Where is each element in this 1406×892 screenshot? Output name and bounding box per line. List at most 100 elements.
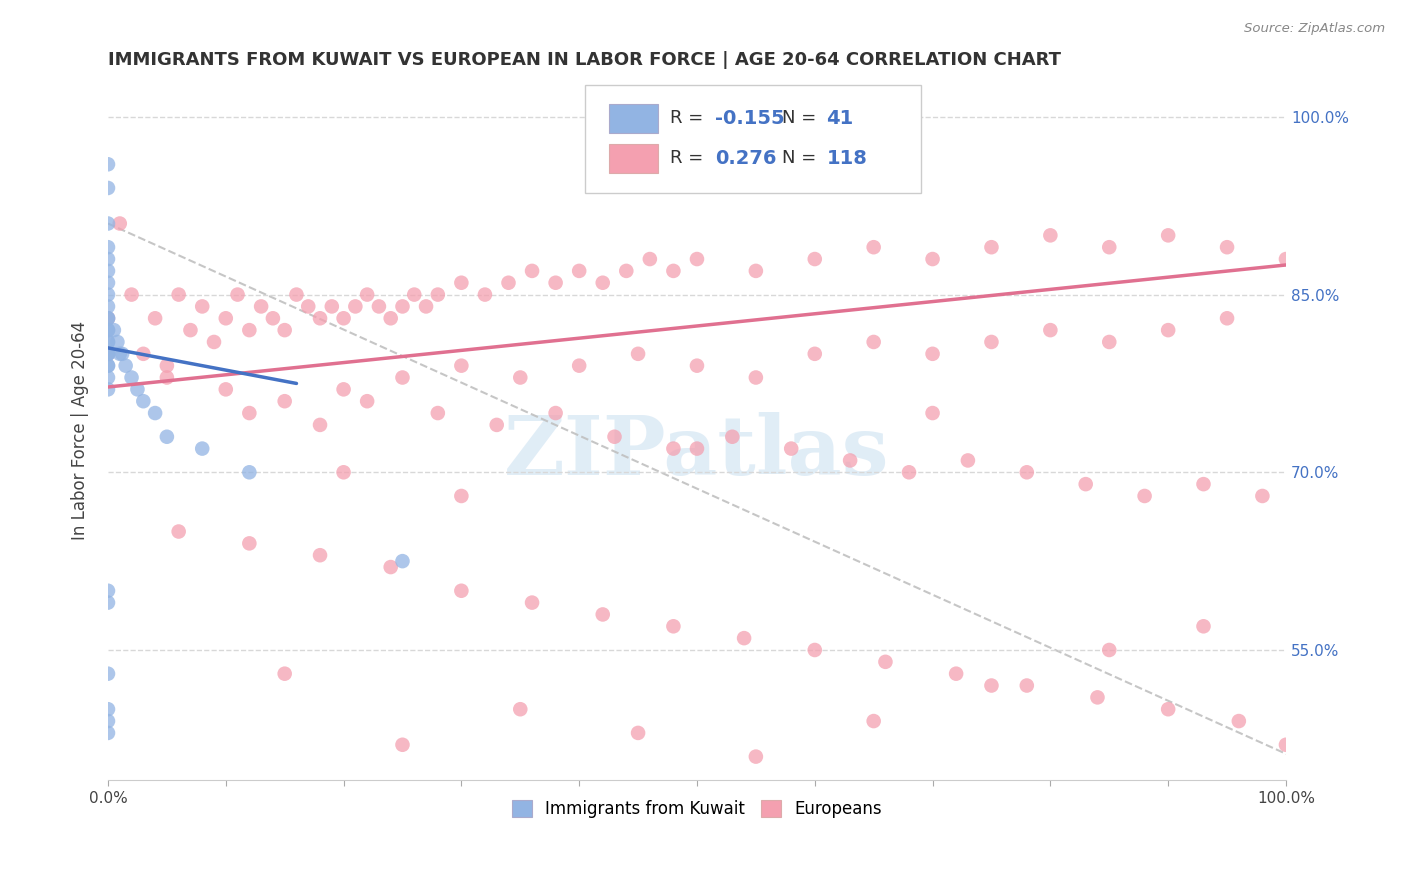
Point <box>1275 252 1298 266</box>
Point <box>450 583 472 598</box>
Point <box>97 666 120 681</box>
Point <box>332 465 354 479</box>
Point <box>1015 679 1038 693</box>
Point <box>97 287 120 301</box>
Point <box>167 287 190 301</box>
Point <box>97 702 120 716</box>
Text: 118: 118 <box>827 149 868 168</box>
Point <box>179 323 201 337</box>
Point <box>1074 477 1097 491</box>
Point <box>568 264 591 278</box>
Point <box>1087 690 1109 705</box>
Point <box>614 264 637 278</box>
Point <box>509 370 531 384</box>
Point <box>97 347 120 361</box>
Point <box>97 264 120 278</box>
Point <box>721 430 744 444</box>
Point <box>262 311 284 326</box>
Point <box>215 311 238 326</box>
Point <box>450 276 472 290</box>
Point <box>862 714 884 728</box>
Point <box>285 287 308 301</box>
Point <box>1039 228 1062 243</box>
Point <box>108 217 131 231</box>
Point <box>238 323 260 337</box>
Point <box>273 666 295 681</box>
Point <box>1039 323 1062 337</box>
Point <box>97 583 120 598</box>
Point <box>509 702 531 716</box>
Point <box>391 300 413 314</box>
Point <box>132 347 155 361</box>
Point <box>404 287 426 301</box>
Point <box>97 726 120 740</box>
Point <box>97 359 120 373</box>
Point <box>1157 702 1180 716</box>
Point <box>344 300 367 314</box>
FancyBboxPatch shape <box>609 144 658 173</box>
Y-axis label: In Labor Force | Age 20-64: In Labor Force | Age 20-64 <box>72 321 89 541</box>
Point <box>191 300 214 314</box>
Point <box>356 287 378 301</box>
Point <box>921 406 943 420</box>
Point <box>686 252 709 266</box>
Point <box>875 655 897 669</box>
Point <box>803 347 825 361</box>
Point <box>97 157 120 171</box>
Point <box>111 347 134 361</box>
Text: N =: N = <box>782 110 821 128</box>
Point <box>121 370 143 384</box>
Point <box>592 607 614 622</box>
Point <box>627 347 650 361</box>
Point <box>97 714 120 728</box>
Point <box>921 347 943 361</box>
Text: ZIPatlas: ZIPatlas <box>505 412 890 491</box>
Point <box>167 524 190 539</box>
Point <box>839 453 862 467</box>
Point <box>97 359 120 373</box>
Point <box>143 406 166 420</box>
Point <box>321 300 343 314</box>
Point <box>103 323 125 337</box>
Point <box>686 359 709 373</box>
Point <box>309 548 332 562</box>
Text: R =: R = <box>669 110 709 128</box>
Point <box>97 217 120 231</box>
Point <box>108 347 131 361</box>
Text: 41: 41 <box>827 109 853 128</box>
Point <box>391 370 413 384</box>
Point <box>862 240 884 254</box>
Point <box>97 311 120 326</box>
Point <box>309 311 332 326</box>
Point <box>780 442 803 456</box>
Point <box>380 560 402 574</box>
Point <box>945 666 967 681</box>
Point <box>202 334 225 349</box>
Point <box>1251 489 1274 503</box>
Point <box>803 643 825 657</box>
Point <box>97 300 120 314</box>
Text: Source: ZipAtlas.com: Source: ZipAtlas.com <box>1244 22 1385 36</box>
Point <box>97 252 120 266</box>
Point <box>156 430 179 444</box>
Point <box>1275 738 1298 752</box>
Point <box>97 323 120 337</box>
Point <box>107 334 129 349</box>
Point <box>426 406 449 420</box>
Point <box>544 406 567 420</box>
Point <box>380 311 402 326</box>
Point <box>273 394 295 409</box>
Point <box>1192 619 1215 633</box>
Point <box>745 370 768 384</box>
Point <box>97 323 120 337</box>
FancyBboxPatch shape <box>585 85 921 194</box>
Text: 0.276: 0.276 <box>714 149 776 168</box>
Point <box>1098 334 1121 349</box>
Point <box>156 359 179 373</box>
Point <box>250 300 273 314</box>
Point <box>485 417 508 432</box>
Point <box>745 264 768 278</box>
Point <box>114 359 136 373</box>
Point <box>862 334 884 349</box>
Point <box>980 240 1002 254</box>
